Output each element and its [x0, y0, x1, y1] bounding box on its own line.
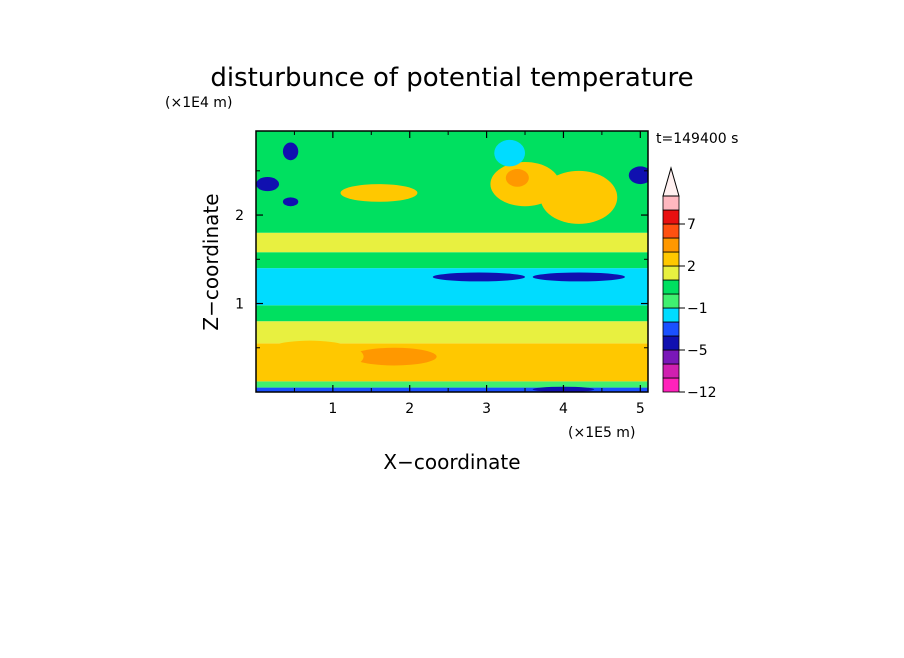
field-band-3	[256, 321, 648, 344]
colorbar-swatch-6	[662, 293, 680, 309]
field-feature-9	[256, 177, 280, 192]
x-tick-label-4: 4	[559, 401, 568, 417]
colorbar-swatch-3	[662, 335, 680, 351]
field-band-7	[256, 232, 648, 253]
x-tick-label-3: 3	[482, 401, 491, 417]
field-feature-6	[540, 170, 618, 224]
y-axis-label: Z−coordinate	[199, 193, 223, 330]
colorbar-swatch-1	[662, 363, 680, 379]
x-tick-label-2: 2	[405, 401, 414, 417]
field-band-6	[256, 252, 648, 269]
field-feature-1	[256, 340, 364, 373]
colorbar-tick-label-1: −5	[687, 343, 708, 359]
colorbar-swatch-13	[662, 195, 680, 211]
field-feature-12	[494, 139, 526, 167]
y-unit-label: (×1E4 m)	[165, 95, 232, 111]
field-feature-3	[532, 272, 625, 282]
colorbar-swatch-8	[662, 265, 680, 281]
colorbar-swatch-10	[662, 237, 680, 253]
colorbar-swatch-0	[662, 377, 680, 393]
field-feature-0	[352, 347, 437, 366]
colorbar-swatch-7	[662, 279, 680, 295]
field-band-1	[256, 381, 648, 388]
colorbar-tick-label-0: −12	[687, 385, 717, 401]
colorbar-tick-label-4: 7	[687, 217, 696, 233]
y-tick-label-1: 1	[235, 297, 244, 313]
time-label: t=149400 s	[656, 131, 738, 147]
colorbar-overflow-arrow	[662, 166, 680, 197]
plot-area: 1 2 3 4 5 1 2	[235, 130, 649, 417]
plot-frame	[255, 130, 649, 393]
colorbar-swatch-11	[662, 223, 680, 239]
x-tick-label-1: 1	[328, 401, 337, 417]
field-feature-10	[282, 197, 299, 207]
chart-title: disturbunce of potential temperature	[210, 63, 693, 93]
colorbar-swatch-12	[662, 209, 680, 225]
colorbar-tick-label-2: −1	[687, 301, 708, 317]
field-band-4	[256, 305, 648, 322]
x-axis-label: X−coordinate	[383, 450, 520, 474]
x-unit-label: (×1E5 m)	[568, 425, 635, 441]
field-band-0	[256, 387, 648, 392]
field-feature-2	[432, 272, 526, 282]
colorbar-swatch-2	[662, 349, 680, 365]
field-feature-8	[282, 142, 299, 161]
y-tick-label-2: 2	[235, 208, 244, 224]
colorbar-tick-label-3: 2	[687, 259, 696, 275]
colorbar: −12−5−127	[662, 166, 717, 401]
field-feature-7	[340, 184, 418, 202]
colorbar-swatch-9	[662, 251, 680, 267]
field-feature-5	[505, 169, 529, 187]
x-tick-label-5: 5	[636, 401, 645, 417]
colorbar-swatch-5	[662, 307, 680, 323]
field-feature-11	[628, 166, 648, 185]
colorbar-swatch-4	[662, 321, 680, 337]
